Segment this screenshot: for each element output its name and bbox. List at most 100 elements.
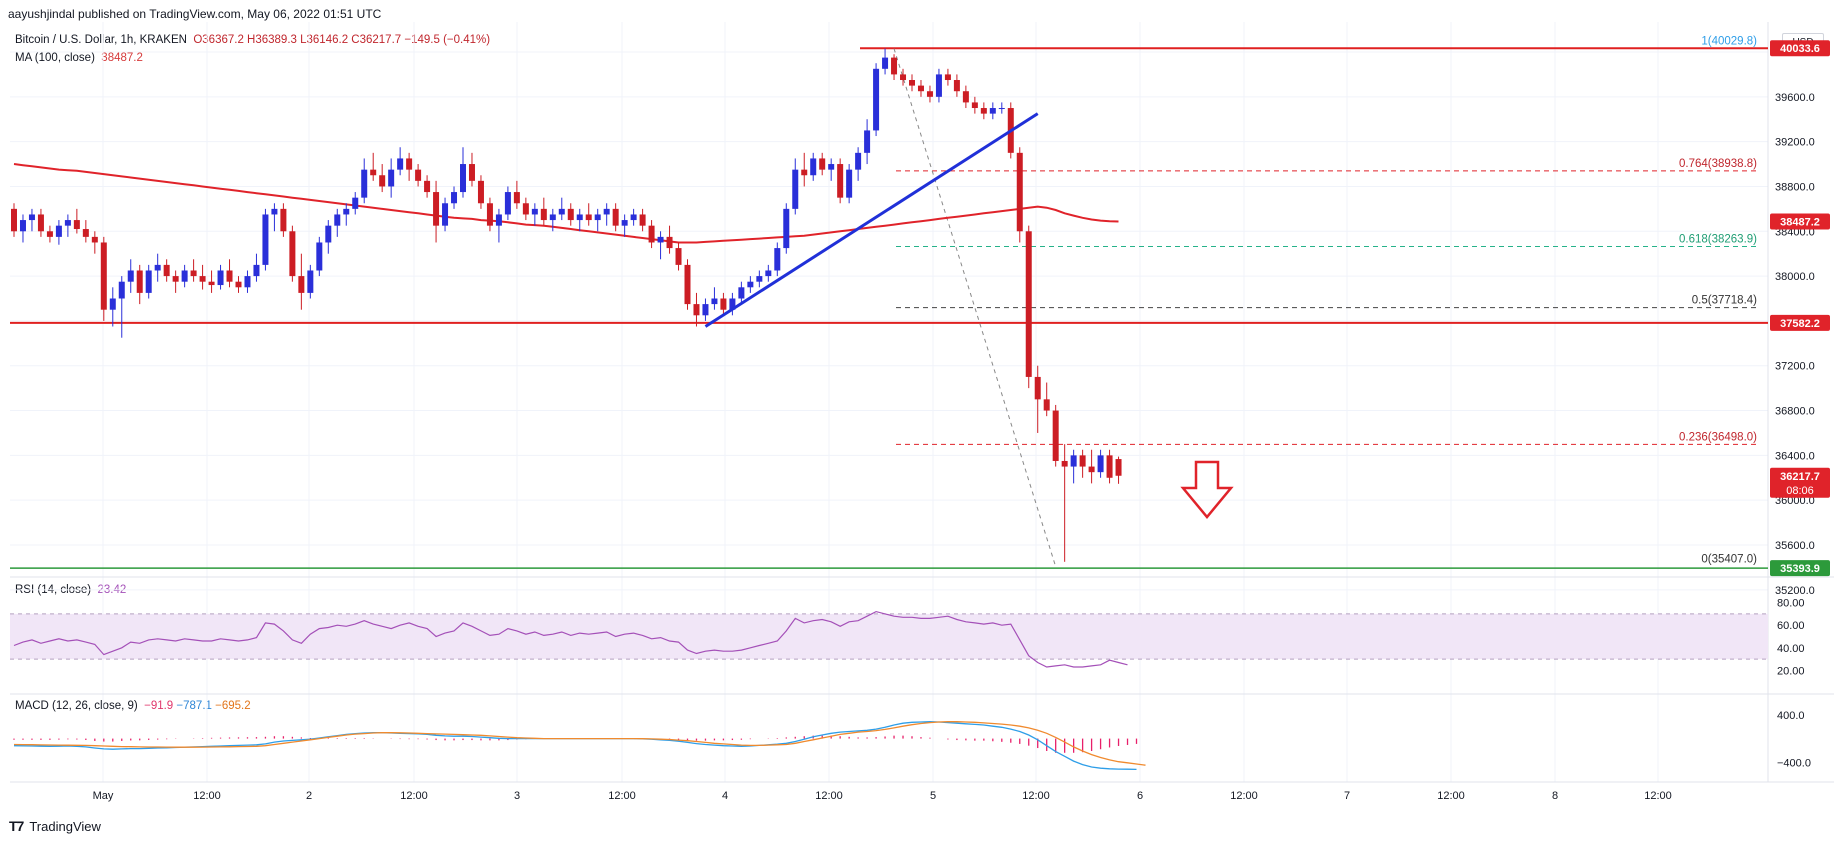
y-tick-label: 35600.0 <box>1775 540 1815 552</box>
macd-tick-label: 400.0 <box>1777 710 1805 722</box>
candle-body <box>971 102 978 109</box>
candle-body <box>127 270 134 282</box>
candle-body <box>513 192 520 204</box>
candle-body <box>864 130 871 153</box>
macd-value: −787.1 <box>176 700 212 712</box>
candle-body <box>19 220 26 232</box>
candle-body <box>621 220 628 226</box>
candle-body <box>406 158 413 170</box>
macd-legend: MACD (12, 26, close, 9) −91.9 −787.1 −69… <box>15 700 251 712</box>
rsi-line <box>13 610 1128 668</box>
candles <box>11 48 1122 562</box>
candle-body <box>82 229 89 237</box>
candle-body <box>468 164 475 181</box>
candle-body <box>801 169 808 176</box>
ma-value: 38487.2 <box>101 52 143 64</box>
candle-body <box>612 208 619 226</box>
candle-body <box>989 108 996 114</box>
candle-body <box>873 68 880 131</box>
candle-body <box>882 57 889 69</box>
candle-body <box>891 57 898 75</box>
candle-body <box>1070 455 1077 467</box>
candle-body <box>55 225 62 237</box>
candle-body <box>953 80 960 92</box>
macd-signal-line <box>13 721 1146 766</box>
candle-body <box>460 164 466 193</box>
candle-body <box>504 192 511 215</box>
ohlc-high: H36389.3 <box>247 34 297 46</box>
ma-legend: MA (100, close) 38487.2 <box>15 52 143 64</box>
candle-body <box>855 152 862 170</box>
candle-body <box>1088 466 1095 473</box>
x-tick-label: 3 <box>514 790 520 802</box>
candle-body <box>370 169 377 176</box>
candle-body <box>145 270 152 293</box>
candle-body <box>325 225 332 243</box>
tradingview-footer[interactable]: T7 TradingView <box>9 818 101 834</box>
y-tick-label: 39600.0 <box>1775 92 1815 104</box>
candle-body <box>549 214 556 221</box>
candle-body <box>944 74 951 81</box>
symbol-name: Bitcoin / U.S. Dollar, 1h, KRAKEN <box>15 34 187 46</box>
y-tick-label: 37200.0 <box>1775 361 1815 373</box>
last-price-label-bg <box>1770 467 1830 498</box>
candle-body <box>11 208 17 232</box>
candle-body <box>1097 455 1104 473</box>
candle-body <box>567 208 574 221</box>
candle-body <box>711 298 718 305</box>
candle-body <box>1043 399 1050 411</box>
candle-body <box>73 220 80 230</box>
candle-body <box>271 208 278 215</box>
candle-body <box>594 214 601 221</box>
y-tick-label: 38800.0 <box>1775 181 1815 193</box>
macd-label: MACD (12, 26, close, 9) <box>15 700 138 712</box>
candle-body <box>415 169 422 181</box>
candle-body <box>1052 410 1059 461</box>
ma-label: MA (100, close) <box>15 52 95 64</box>
x-tick-label: 12:00 <box>608 790 636 802</box>
fib-level-label: 0.618(38263.9) <box>1679 234 1757 246</box>
candle-body <box>702 304 709 316</box>
support-price-label: 35393.9 <box>1780 563 1820 575</box>
candle-body <box>576 214 583 221</box>
macd-tick-label: −400.0 <box>1777 757 1811 769</box>
candle-body <box>675 248 682 265</box>
resistance-price-label: 40033.6 <box>1780 43 1820 55</box>
candle-body <box>217 270 224 286</box>
x-tick-label: 12:00 <box>815 790 843 802</box>
macd-line <box>13 721 1137 771</box>
candle-body <box>657 236 664 243</box>
candle-body <box>792 169 799 209</box>
tradingview-brand: TradingView <box>29 818 101 834</box>
candle-body <box>235 281 242 288</box>
candle-body <box>379 175 386 187</box>
level-price-label-bg <box>1770 314 1830 331</box>
candle-body <box>783 208 790 249</box>
level-price-label: 37582.2 <box>1780 318 1820 330</box>
candle-body <box>361 169 368 198</box>
y-tick-label: 36400.0 <box>1775 450 1815 462</box>
candle-body <box>935 74 942 97</box>
candle-body <box>900 74 907 81</box>
candle-body <box>1034 376 1041 400</box>
x-tick-label: 12:00 <box>1022 790 1050 802</box>
ohlc-close: C36217.7 <box>351 34 402 46</box>
candle-body <box>334 214 341 226</box>
x-tick-label: 4 <box>722 790 728 802</box>
candle-body <box>962 91 969 103</box>
candle-body <box>585 214 592 221</box>
publisher-header: aayushjindal published on TradingView.co… <box>8 7 382 21</box>
candle-body <box>828 164 835 170</box>
x-tick-label: 12:00 <box>1644 790 1672 802</box>
candle-body <box>738 287 745 299</box>
y-tick-label: 38000.0 <box>1775 271 1815 283</box>
candle-body <box>819 158 826 170</box>
candle-body <box>630 214 637 221</box>
x-tick-label: 12:00 <box>1437 790 1465 802</box>
x-tick-label: 7 <box>1344 790 1350 802</box>
candle-body <box>46 231 53 237</box>
x-tick-label: 12:00 <box>400 790 428 802</box>
candle-body <box>639 214 646 226</box>
candle-body <box>226 270 233 282</box>
